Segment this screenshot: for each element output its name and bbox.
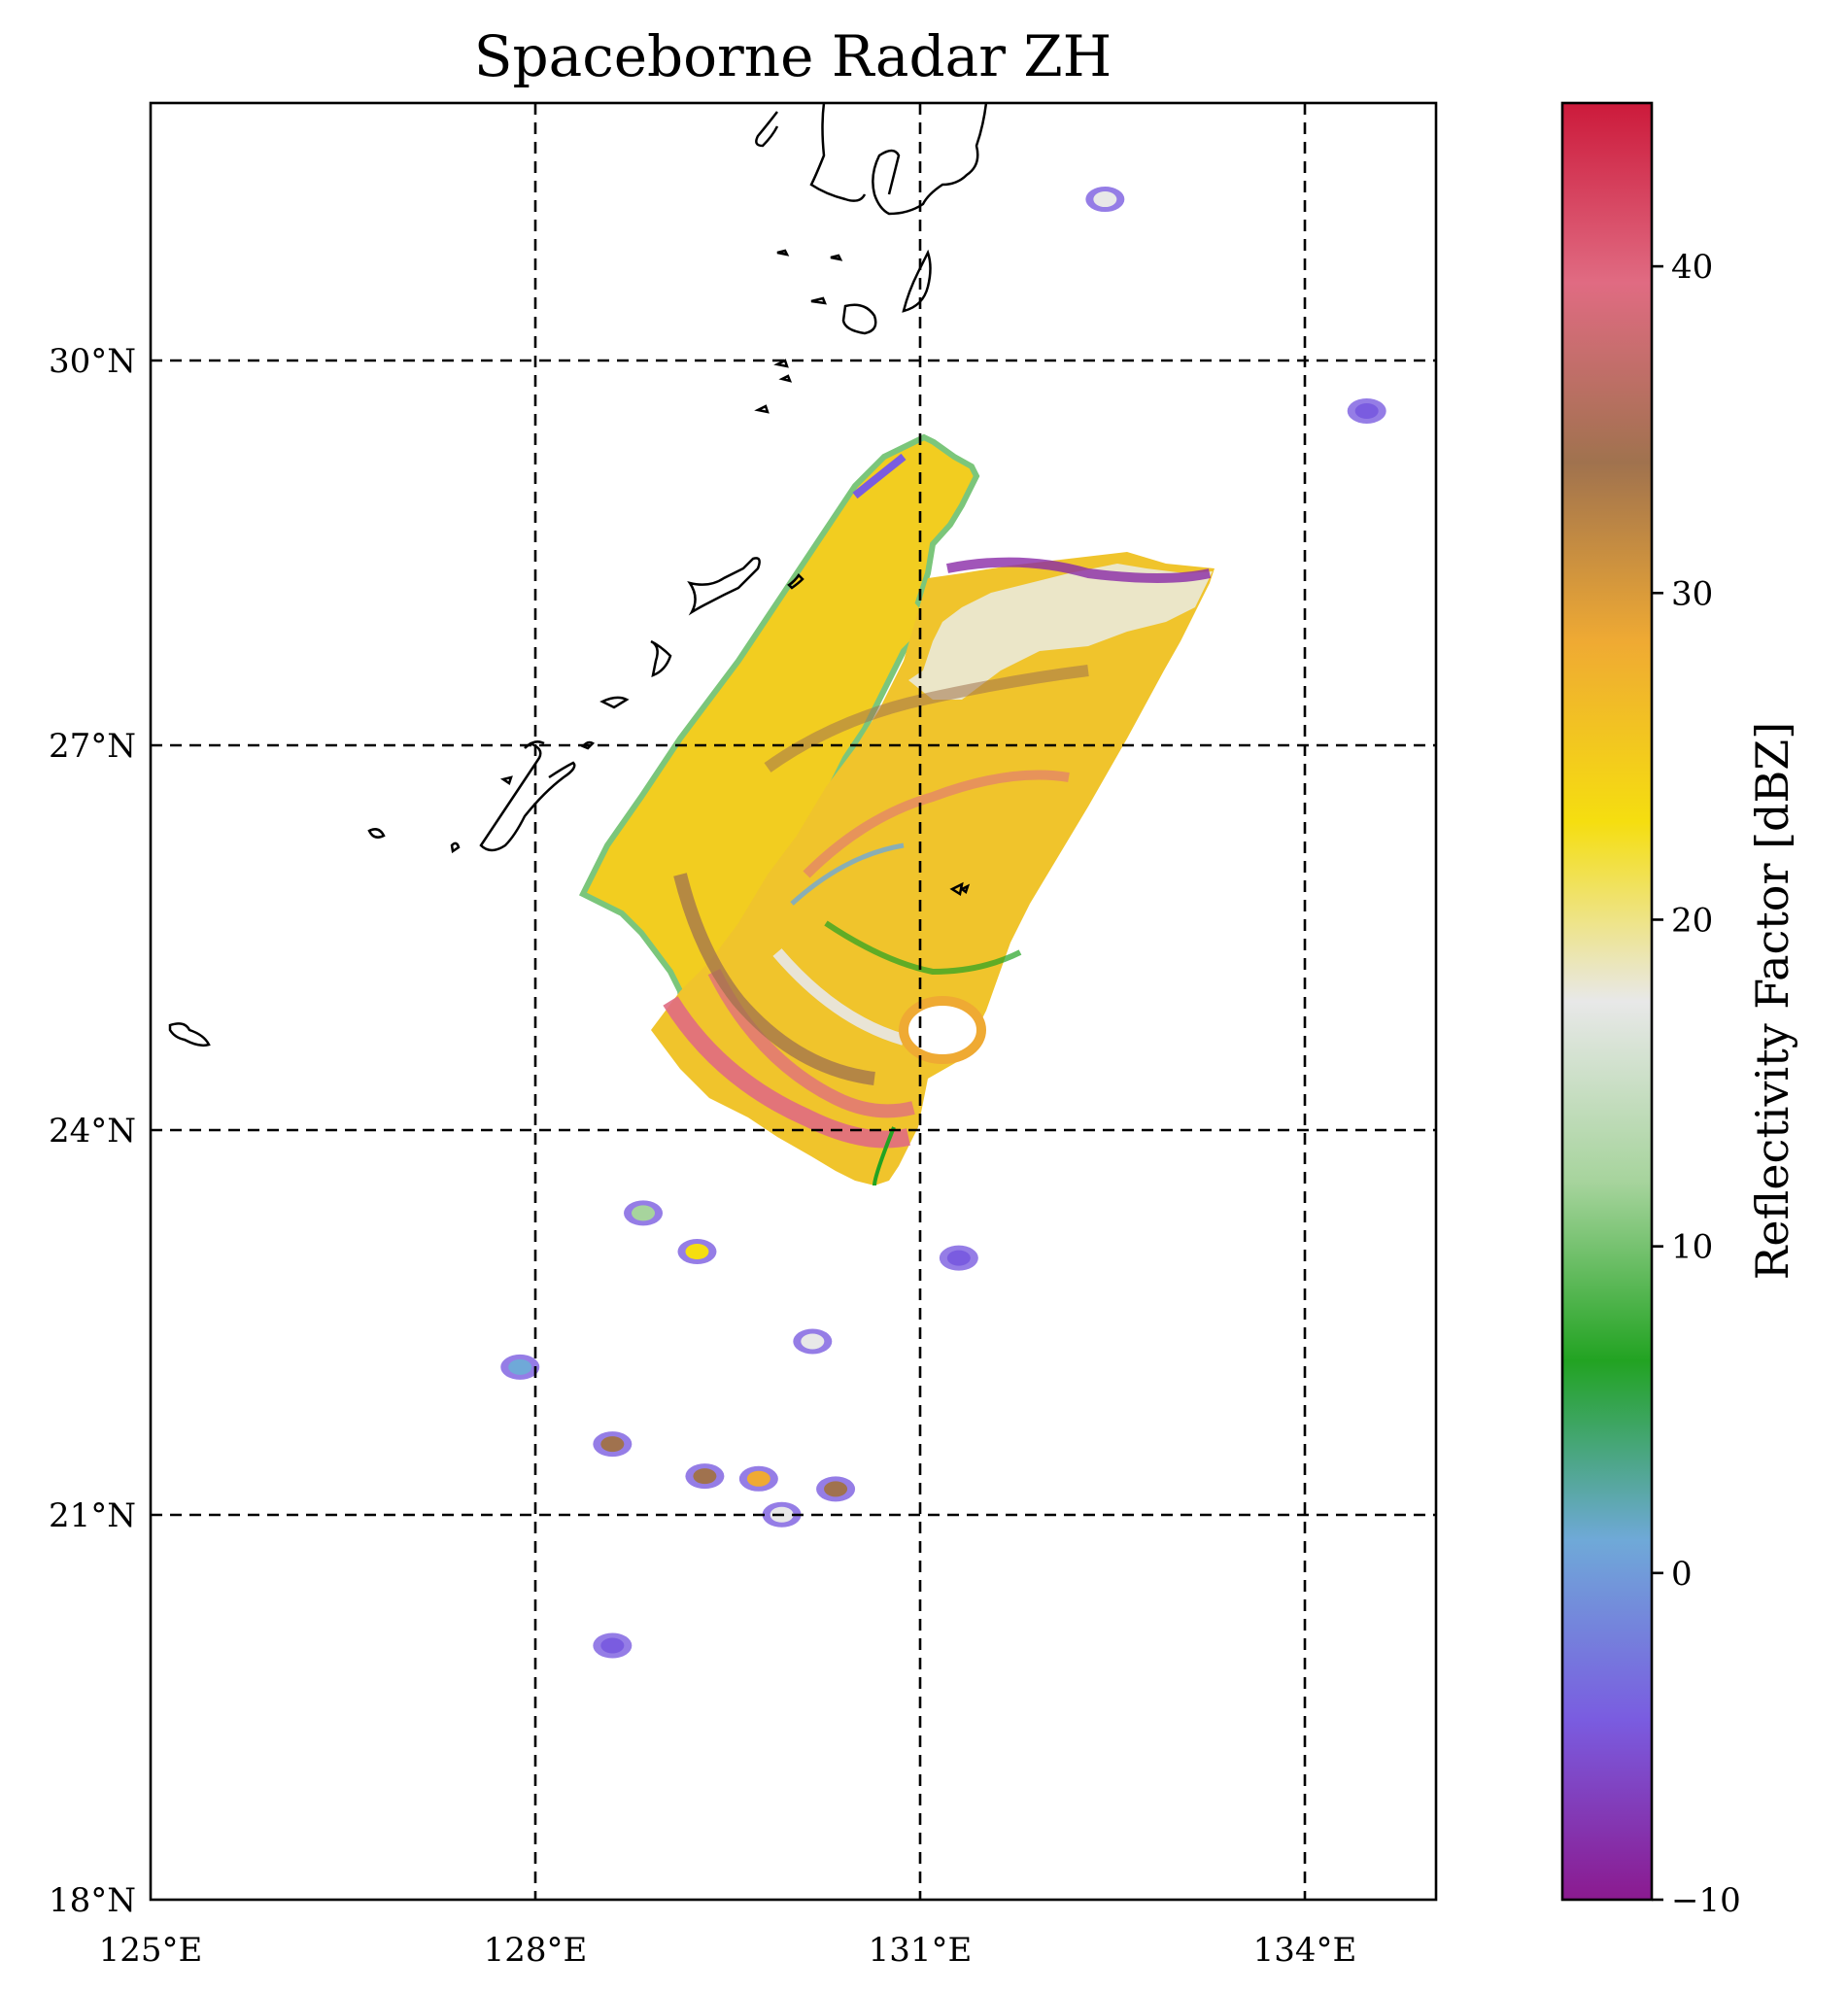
- echo-cell-core: [746, 1470, 770, 1487]
- echo-cell-core: [801, 1333, 825, 1350]
- colorbar-tick-label: 0: [1671, 1555, 1693, 1594]
- yoron-north: [524, 740, 545, 749]
- echo-cell-core: [1354, 402, 1379, 419]
- colorbar-tick-label: 30: [1671, 574, 1713, 613]
- rainband-south-2: [707, 968, 915, 1118]
- isolated-echoes: [500, 187, 1386, 1659]
- echo-cell-core: [508, 1358, 532, 1375]
- echo-cell-core: [1093, 191, 1117, 208]
- map-area: [151, 103, 1436, 1900]
- xtick-125: 125°E: [99, 1931, 203, 1970]
- echo-cell: [793, 1328, 833, 1355]
- amami-oshima: [687, 557, 761, 616]
- rainband-mid-1: [764, 665, 1089, 773]
- kumejima-north: [499, 775, 513, 785]
- xtick-131: 131°E: [869, 1931, 973, 1970]
- swath-edge-north: [946, 557, 1212, 583]
- swath-north-rainband: [908, 564, 1213, 700]
- echo-cell: [738, 1465, 778, 1492]
- echo-cell: [1085, 187, 1125, 213]
- tokara-islet: [754, 404, 770, 414]
- echo-cell: [624, 1200, 664, 1226]
- echo-cell-core: [600, 1637, 625, 1654]
- echo-cell-core: [600, 1436, 625, 1453]
- xtick-128: 128°E: [484, 1931, 588, 1970]
- ytick-18: 18°N: [49, 1881, 136, 1920]
- kuroshima: [830, 254, 843, 261]
- echo-cell-core: [946, 1250, 971, 1266]
- echo-cell-core: [693, 1468, 717, 1485]
- radar-swath: [578, 433, 1215, 1186]
- tokunoshima: [650, 639, 672, 677]
- ytick-30: 30°N: [49, 342, 136, 381]
- ytick-24: 24°N: [49, 1112, 136, 1151]
- daito-islands: [949, 881, 971, 897]
- miyako-island: [168, 1022, 211, 1048]
- colorbar-tick-label: 20: [1671, 901, 1713, 940]
- colorbar-ticks: −10 0 10 20 30 40: [1652, 248, 1741, 1920]
- rainband-white-1: [772, 948, 906, 1046]
- echo-cell: [593, 1632, 633, 1659]
- colorbar-tick-label: 10: [1671, 1228, 1713, 1267]
- colorbar-tick-label: −10: [1671, 1881, 1741, 1920]
- koshiki-islands: [755, 111, 779, 148]
- colorbar-tick-label: 40: [1671, 248, 1713, 287]
- rainband-south-3: [673, 873, 875, 1085]
- yakushima: [841, 303, 877, 335]
- echo-cell: [816, 1476, 856, 1502]
- okinawa-island: [479, 741, 576, 852]
- kuchinoerabu: [776, 249, 790, 257]
- swath-edge-west: [852, 453, 907, 499]
- ytick-21: 21°N: [49, 1496, 136, 1535]
- takeshima-islet: [810, 296, 827, 305]
- gridlines: [151, 103, 1436, 1900]
- rainband-green-1: [824, 920, 1022, 976]
- colorbar-label: Reflectivity Factor [dBZ]: [1746, 722, 1798, 1280]
- echo-cell-core: [824, 1481, 848, 1497]
- kumejima: [367, 828, 386, 839]
- kikaijima: [787, 573, 804, 590]
- tokara-north: [773, 359, 793, 383]
- ytick-27: 27°N: [49, 727, 136, 766]
- map-title: Spaceborne Radar ZH: [474, 23, 1112, 89]
- aguni: [450, 841, 461, 854]
- echo-cell-core: [632, 1205, 656, 1221]
- xtick-134: 134°E: [1253, 1931, 1357, 1970]
- rainband-south-1: [663, 996, 910, 1149]
- kyushu-coast-south: [872, 103, 988, 216]
- echo-cell: [1347, 397, 1386, 424]
- typhoon-eye: [899, 996, 986, 1064]
- kyushu-coast-west: [809, 103, 867, 202]
- coastlines: [168, 103, 988, 1048]
- map-frame: [149, 101, 1438, 1902]
- echo-cell: [677, 1239, 717, 1265]
- echo-cell-core: [685, 1244, 709, 1260]
- echo-cell: [500, 1354, 540, 1380]
- tanegashima: [902, 249, 932, 313]
- colorbar-gradient: [1560, 101, 1654, 1902]
- map-tick-labels: 125°E 128°E 131°E 134°E 18°N 21°N 24°N 2…: [49, 342, 1356, 1970]
- echo-cell: [593, 1431, 633, 1458]
- swath-south: [651, 552, 1215, 1185]
- echo-cell: [939, 1245, 978, 1271]
- swath-edge-south: [873, 1126, 896, 1186]
- echo-cell: [685, 1463, 725, 1490]
- colorbar: −10 0 10 20 30 40 Reflectivity Factor [dBZ]: [1560, 101, 1798, 1920]
- okinoerabu: [599, 696, 630, 709]
- rainband-mid-2: [803, 770, 1070, 878]
- rainband-blue-1: [790, 842, 905, 906]
